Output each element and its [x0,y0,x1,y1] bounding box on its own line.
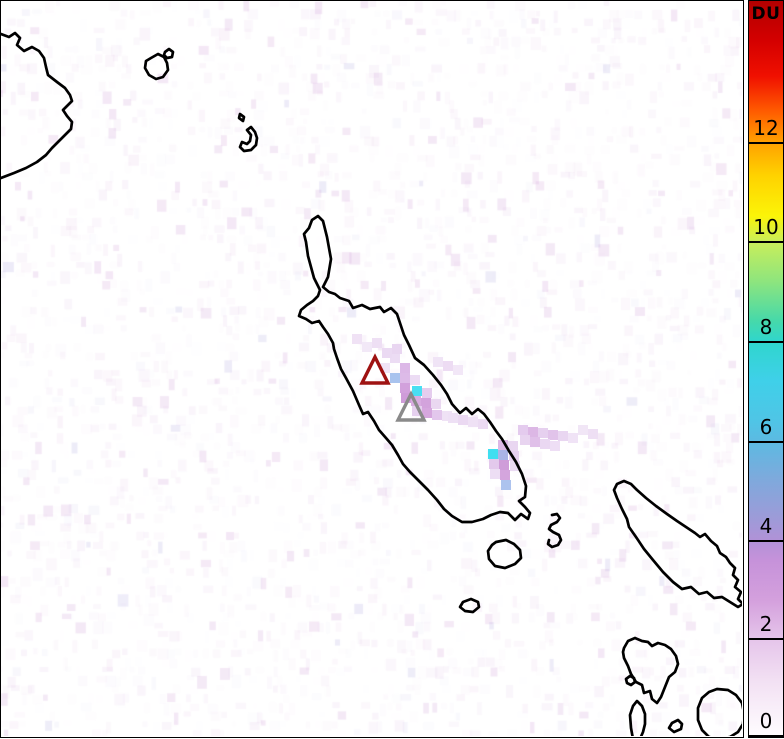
plume-pixel-layer [1,1,743,737]
colorbar-tick-label: 8 [759,315,773,339]
plume-pixel [412,406,422,416]
coastline-islet-squiggle [546,512,563,549]
plume-pixel [443,361,453,371]
plume-pixel [442,411,452,421]
plume-pixel [422,388,432,398]
plume-pixel [390,373,400,383]
coastline-island-main-bougainville [297,214,532,524]
plume-pixel [400,363,410,373]
plume-pixel [508,441,518,451]
plume-pixel [422,408,432,418]
colorbar-tick [749,341,783,343]
coastline-island-southeast-a [621,636,680,705]
plume-pixel [489,459,499,469]
plume-pixel [510,461,520,471]
plume-pixel [528,427,538,437]
coastlines-svg [1,31,742,736]
plume-pixel [458,415,468,425]
coastline-islet-ring [143,52,170,81]
plume-pixel [412,386,422,396]
plume-pixel [401,393,411,403]
coastline-island-sliver-south [628,699,647,736]
plume-pixel [540,439,550,449]
plume-pixel [488,449,498,459]
colorbar-tick [749,441,783,443]
plume-pixel [362,342,372,352]
plume-pixel [498,440,508,450]
coastline-island-northwest-partial [1,31,74,180]
plume-pixel [433,357,443,367]
colorbar-tick-label: 6 [759,415,773,439]
coastline-island-choiseul [612,479,742,609]
colorbar-tick [749,540,783,542]
colorbar-tick [749,241,783,243]
colorbar-tick-label: 10 [753,215,779,239]
plume-pixel [490,469,500,479]
plume-pixel [530,437,540,447]
background-noise-canvas [1,1,742,736]
coastline-island-round-southeast [696,687,742,736]
plume-pixel [568,433,578,443]
volcano-marker-gray [395,390,427,422]
plume-pixel [372,338,382,348]
colorbar: 12 10 8 6 4 2 0 DU [748,0,784,738]
plume-pixel [453,365,463,375]
plume-pixel [538,428,548,438]
plume-pixel [550,441,560,451]
plume-pixel [380,363,390,373]
coastline-island-fauro [486,538,523,570]
plume-pixel [432,410,442,420]
plume-pixel [558,431,568,441]
colorbar-tick-label: 2 [759,612,773,636]
plume-pixel [548,430,558,440]
plume-pixel [509,451,519,461]
plume-pixel [400,373,410,383]
colorbar-tick-label: 0 [759,709,773,733]
plume-pixel [390,353,400,363]
plume-pixel [588,429,598,439]
plume-pixel [478,419,488,429]
plume-pixel [382,348,392,358]
coastline-islet-ring-dot [162,47,175,60]
plume-pixel [421,398,431,408]
plume-pixel [518,425,528,435]
plume-pixel [400,383,410,393]
plume-pixel [468,417,478,427]
volcano-marker-red [359,353,391,385]
plume-pixel [500,470,510,480]
coastline-islet-blob-south [667,718,684,734]
coastline-islet-dot-southeast [624,674,637,687]
plume-pixel [352,334,362,344]
colorbar-tick [749,735,783,737]
colorbar-tick-label: 12 [753,116,779,140]
coastline-islet-hook [238,125,259,153]
plume-pixel [501,480,511,490]
plume-pixel [498,450,508,460]
map-area [0,0,744,738]
plume-pixel [392,344,402,354]
plume-pixel [578,425,588,435]
plume-pixel [431,399,441,409]
plume-pixel [448,413,458,423]
colorbar-tick [749,638,783,640]
coastline-islet-oval [458,597,481,614]
plume-pixel [520,435,530,445]
colorbar-gradient [749,1,783,737]
coastline-islet-hook-dot [237,112,246,123]
colorbar-unit-label: DU [751,4,781,24]
colorbar-tick-label: 4 [759,514,773,538]
plume-pixel [410,375,420,385]
plume-pixel [499,460,509,470]
colorbar-tick [749,142,783,144]
